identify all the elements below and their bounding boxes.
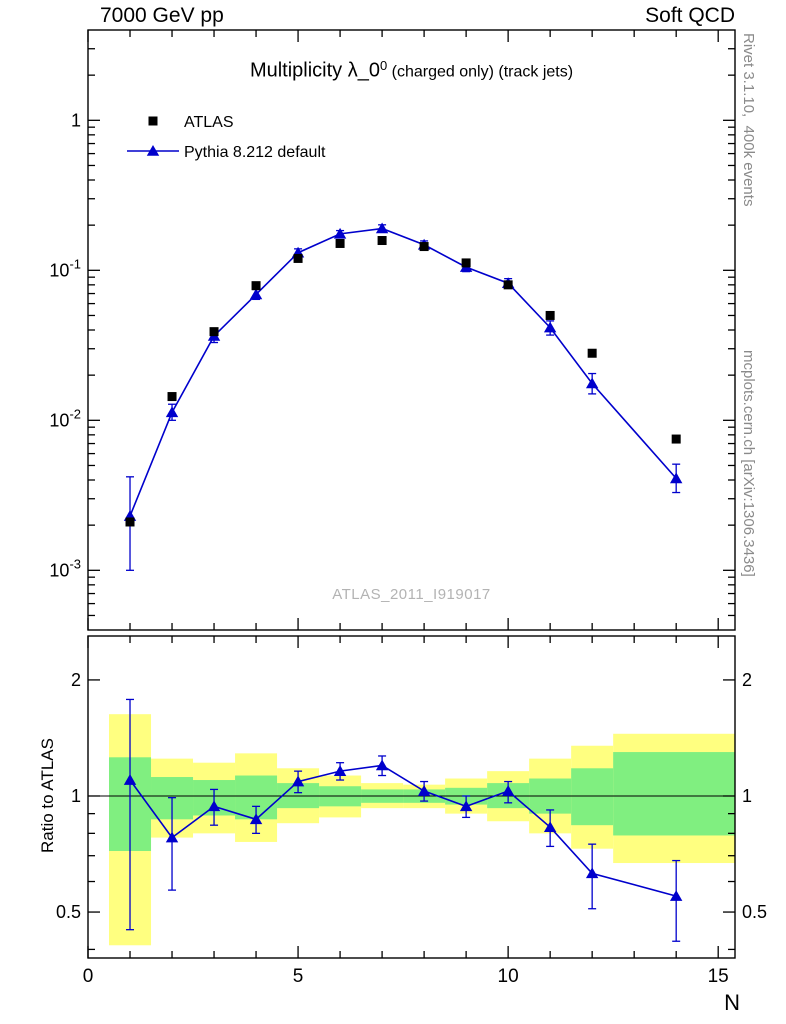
ratio-y-tick-label-right: 0.5	[742, 902, 767, 922]
mc-data-point	[543, 821, 557, 832]
mc-data-point	[417, 785, 431, 796]
mc-data-point	[459, 800, 473, 812]
atlas-data-point	[671, 434, 681, 444]
ratio-y-tick-label-left: 2	[71, 670, 81, 690]
atlas-data-point	[251, 281, 261, 291]
plot-title-suffix: (charged only) (track jets)	[387, 63, 574, 81]
mc-data-point	[165, 406, 179, 418]
analysis-id-watermark: ATLAS_2011_I919017	[332, 586, 491, 603]
atlas-data-point	[209, 327, 219, 337]
main-panel-frame	[87, 29, 736, 631]
ratio-panel-frame	[87, 635, 736, 959]
band-inner	[613, 752, 735, 836]
mc-data-point	[375, 222, 389, 234]
plot-title-superscript: 0	[379, 58, 388, 73]
mc-line	[129, 227, 677, 517]
mc-data-point	[207, 800, 221, 812]
rivet-version-label: Rivet 3.1.10, 400k events	[740, 33, 757, 207]
mc-data-point	[165, 831, 179, 843]
atlas-data-point	[125, 517, 135, 527]
mc-data-point	[501, 785, 515, 796]
ratio-y-tick-label-right: 2	[742, 670, 752, 690]
atlas-data-point	[377, 236, 387, 246]
mc-data-point	[249, 288, 263, 300]
atlas-data-point	[167, 392, 177, 402]
axis-tick-labels: 1 10-1 10-2 10-3 2 2 1 1 0.5 0.5 0 5 10 15	[49, 110, 767, 987]
x-tick-label: 0	[83, 966, 94, 987]
mc-data-point	[585, 377, 599, 389]
ratio-y-tick-label-left: 1	[71, 786, 81, 806]
plot-title: Multiplicity λ_00 (charged only) (track …	[88, 58, 735, 82]
main-y-tick-label: 1	[71, 110, 81, 130]
x-tick-label: 5	[293, 966, 304, 987]
main-y-tick-label: 10-1	[49, 256, 81, 280]
mcplots-reference-label: mcplots.cern.ch [arXiv:1306.3436]	[740, 350, 757, 577]
process-group-label: Soft QCD	[645, 4, 735, 27]
main-panel-series	[123, 222, 683, 571]
legend-label-atlas: ATLAS	[184, 114, 234, 131]
ratio-panel-series	[123, 698, 683, 942]
uncertainty-bands	[109, 714, 735, 946]
ratio-y-tick-label-left: 0.5	[56, 902, 81, 922]
atlas-data-point	[419, 242, 429, 252]
mc-data-point	[249, 813, 263, 825]
x-tick-label: 10	[498, 966, 519, 987]
mc-data-point	[543, 321, 557, 333]
mc-data-point	[669, 890, 683, 901]
atlas-data-point	[503, 280, 513, 290]
mc-data-point	[291, 775, 305, 787]
plot-title-main: Multiplicity λ_0	[249, 59, 380, 82]
legend: ATLAS Pythia 8.212 default	[127, 114, 326, 161]
axis-ticks	[87, 30, 735, 958]
atlas-data-point	[545, 310, 555, 320]
mc-data-point	[333, 227, 347, 239]
ratio-y-tick-label-right: 1	[742, 786, 752, 806]
main-y-tick-label: 10-2	[49, 406, 81, 430]
ratio-y-axis-label: Ratio to ATLAS	[38, 738, 57, 853]
atlas-data-point	[587, 348, 597, 358]
mc-data-point	[333, 765, 347, 776]
x-axis-label: N	[724, 990, 740, 1015]
beam-energy-label: 7000 GeV pp	[100, 4, 224, 27]
atlas-data-point	[335, 238, 345, 248]
atlas-data-point	[148, 116, 158, 126]
mc-data-point	[146, 145, 160, 156]
band-inner	[571, 768, 614, 826]
mc-data-point	[375, 759, 389, 771]
mc-data-point	[585, 867, 599, 879]
panel-frames	[87, 29, 736, 959]
mc-data-point	[123, 774, 137, 785]
atlas-data-point	[461, 258, 471, 268]
mc-data-point	[669, 472, 683, 484]
main-y-tick-label: 10-3	[49, 556, 81, 580]
legend-label-pythia: Pythia 8.212 default	[184, 144, 326, 161]
x-tick-label: 15	[708, 966, 729, 987]
atlas-data-point	[293, 253, 303, 263]
